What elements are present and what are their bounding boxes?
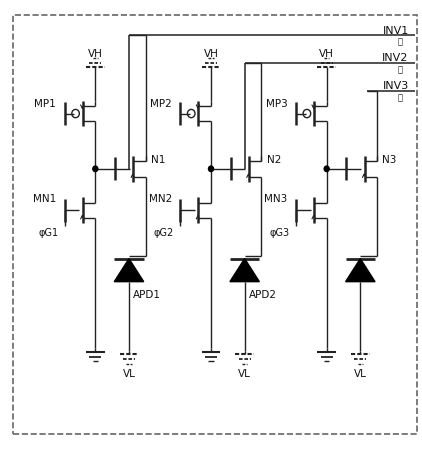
Text: INV1: INV1 — [382, 25, 408, 36]
Text: MP1: MP1 — [35, 99, 56, 109]
Circle shape — [208, 166, 214, 171]
Text: VL: VL — [122, 369, 135, 379]
Text: ⌣: ⌣ — [398, 37, 403, 47]
Polygon shape — [114, 259, 144, 282]
Text: N2: N2 — [267, 155, 281, 164]
Text: APD2: APD2 — [249, 291, 277, 300]
Circle shape — [93, 166, 98, 171]
Text: MP2: MP2 — [150, 99, 172, 109]
Text: INV2: INV2 — [382, 53, 408, 63]
Polygon shape — [230, 259, 260, 282]
Text: VH: VH — [203, 49, 219, 59]
Text: VL: VL — [238, 369, 251, 379]
Text: MN1: MN1 — [33, 194, 56, 204]
Text: φG2: φG2 — [154, 228, 174, 238]
Text: φG3: φG3 — [270, 228, 289, 238]
Text: VH: VH — [319, 49, 334, 59]
Text: MP3: MP3 — [266, 99, 287, 109]
Text: VL: VL — [354, 369, 367, 379]
Text: MN3: MN3 — [264, 194, 287, 204]
Text: φG1: φG1 — [38, 228, 58, 238]
Polygon shape — [346, 259, 375, 282]
Text: MN2: MN2 — [149, 194, 172, 204]
Text: N1: N1 — [151, 155, 165, 164]
Circle shape — [324, 166, 329, 171]
Text: APD1: APD1 — [133, 291, 161, 300]
Text: N3: N3 — [382, 155, 397, 164]
Text: VH: VH — [88, 49, 103, 59]
Text: INV3: INV3 — [382, 81, 408, 91]
Text: ⌣: ⌣ — [398, 65, 403, 74]
Text: ⌣: ⌣ — [398, 93, 403, 102]
